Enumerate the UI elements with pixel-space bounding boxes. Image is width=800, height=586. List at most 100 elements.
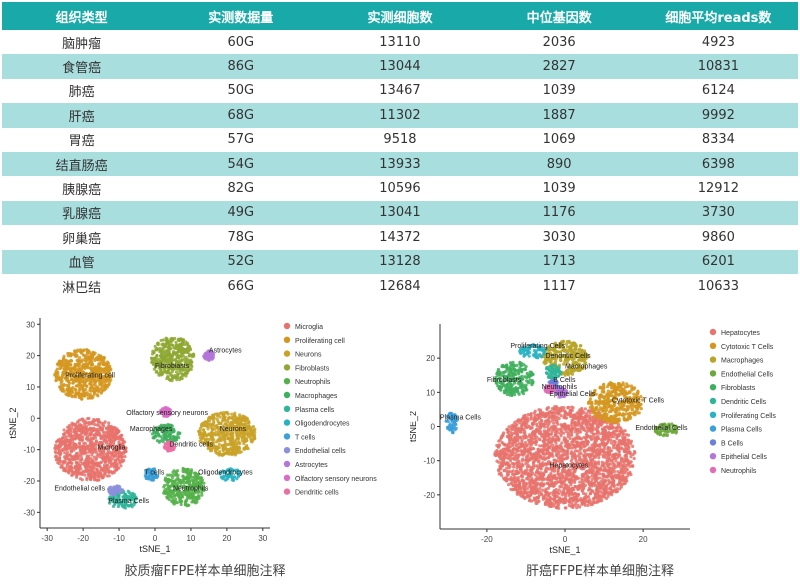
data-point: [217, 430, 221, 434]
data-point: [182, 468, 186, 472]
data-point: [178, 359, 182, 363]
data-point: [160, 342, 164, 347]
cluster-label: Neutrophils: [173, 485, 209, 492]
data-point: [192, 478, 196, 482]
data-point: [235, 445, 239, 449]
data-point: [168, 437, 173, 441]
data-point: [166, 341, 170, 345]
data-point: [228, 469, 233, 473]
data-point: [237, 440, 241, 444]
table-cell: 卵巢癌: [2, 225, 162, 250]
cluster-label: Endothelial cells: [54, 485, 105, 492]
data-point: [62, 354, 66, 358]
cluster-macrophages: [150, 423, 182, 445]
data-point: [190, 360, 194, 364]
data-point: [60, 389, 64, 393]
data-point: [170, 475, 175, 480]
data-point: [65, 361, 69, 365]
data-point: [152, 367, 156, 371]
data-point: [96, 423, 100, 427]
data-point: [127, 490, 131, 495]
data-point: [102, 421, 106, 425]
cluster-plasma-cells: [107, 489, 138, 510]
data-point: [78, 356, 82, 360]
data-point: [76, 420, 80, 424]
data-point: [189, 367, 193, 372]
data-point: [229, 441, 234, 445]
data-point: [150, 360, 154, 364]
legend-label: Microglia: [295, 324, 323, 331]
table-cell: 1117: [479, 273, 639, 299]
data-point: [167, 449, 171, 453]
y-tick-label: 10: [26, 383, 35, 392]
data-point: [181, 338, 186, 342]
data-point: [88, 440, 92, 445]
data-point: [71, 470, 76, 474]
data-point: [81, 375, 85, 379]
data-point: [191, 488, 195, 492]
data-point: [66, 390, 70, 394]
x-tick-label: 20: [222, 534, 231, 543]
data-point: [184, 355, 188, 360]
data-point: [121, 495, 125, 499]
data-point: [123, 455, 127, 459]
data-point: [81, 388, 85, 392]
data-point: [204, 434, 209, 438]
data-point: [83, 366, 87, 371]
data-point: [61, 383, 66, 388]
data-point: [85, 384, 89, 388]
table-cell: 13041: [320, 200, 480, 226]
data-point: [234, 428, 238, 432]
data-point: [223, 429, 227, 433]
cluster-t-cells: [143, 467, 160, 482]
data-point: [238, 472, 243, 476]
data-point: [70, 473, 74, 477]
table-cell: 6124: [638, 78, 798, 104]
data-point: [98, 454, 102, 459]
data-point: [161, 440, 165, 444]
data-point: [202, 481, 206, 485]
data-point: [66, 375, 70, 379]
table-cell: 50G: [161, 78, 321, 104]
data-point: [106, 453, 110, 458]
data-point: [92, 474, 96, 478]
data-point: [116, 504, 120, 509]
data-point: [117, 494, 121, 498]
data-point: [118, 461, 122, 465]
data-point: [54, 373, 58, 377]
data-point: [59, 459, 63, 464]
data-point: [186, 341, 190, 346]
data-point: [235, 477, 239, 481]
data-point: [99, 450, 103, 454]
data-point: [89, 386, 93, 390]
data-point: [211, 441, 215, 445]
data-point: [179, 484, 183, 488]
data-point: [108, 364, 112, 368]
data-point: [64, 365, 68, 369]
data-point: [224, 445, 228, 449]
data-point: [85, 391, 89, 395]
table-cell: 血管: [2, 249, 162, 274]
data-point: [70, 455, 74, 459]
data-point: [159, 359, 163, 363]
data-point: [78, 423, 82, 427]
data-point: [175, 500, 180, 505]
data-point: [120, 502, 124, 506]
data-point: [165, 426, 169, 431]
data-point: [166, 375, 170, 380]
data-point: [234, 449, 238, 453]
data-point: [79, 467, 83, 471]
data-point: [497, 439, 501, 443]
table-cell: 1069: [479, 127, 639, 152]
data-point: [99, 354, 103, 359]
data-point: [101, 361, 106, 365]
data-point: [224, 422, 228, 426]
data-point: [96, 367, 100, 371]
chart-panel-right: -20 0 20 -20 -10 0 10 20 tSNE_1 tSNE_2 Proliferati…: [408, 310, 800, 560]
data-point: [197, 433, 202, 437]
data-point: [101, 457, 105, 461]
data-point: [98, 474, 103, 478]
data-point: [225, 433, 229, 438]
data-point: [222, 475, 226, 479]
data-point: [174, 370, 179, 374]
